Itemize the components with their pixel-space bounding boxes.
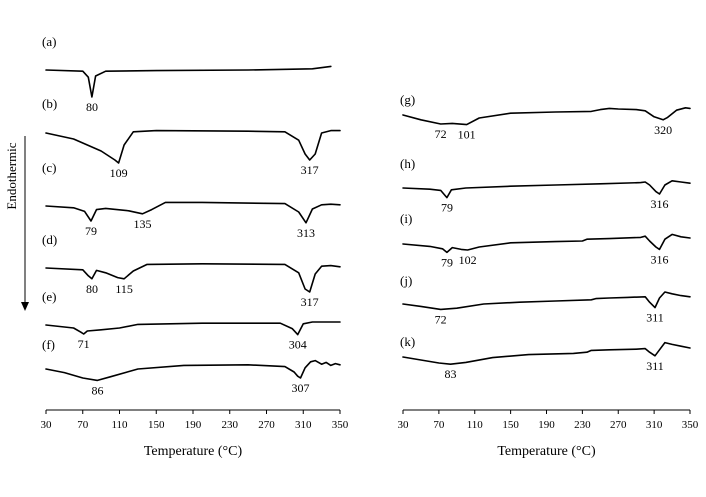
peak-label: 79 — [441, 201, 453, 215]
curve-label: (i) — [400, 211, 412, 226]
dsc-curve — [402, 233, 691, 254]
curve-label: (e) — [42, 289, 56, 304]
peak-label: 101 — [458, 128, 476, 142]
dsc-curve — [402, 341, 691, 365]
peak-label: 115 — [115, 282, 133, 296]
x-tick-label: 190 — [538, 419, 555, 431]
curve-label: (a) — [42, 34, 56, 49]
x-tick-label: 350 — [332, 419, 349, 431]
x-tick-label: 70 — [433, 419, 445, 431]
x-tick-label: 270 — [258, 419, 275, 431]
peak-label: 304 — [289, 338, 307, 352]
peak-label: 311 — [646, 311, 664, 325]
x-tick-label: 110 — [467, 419, 484, 431]
endothermic-arrow-head — [21, 302, 29, 311]
peak-label: 317 — [301, 295, 319, 309]
dsc-curve — [402, 180, 691, 199]
peak-label: 135 — [133, 217, 151, 231]
dsc-curve — [45, 201, 341, 224]
curve-label: (k) — [400, 334, 415, 349]
peak-label: 72 — [435, 127, 447, 141]
peak-label: 72 — [435, 312, 447, 326]
dsc-curve — [45, 359, 341, 382]
curve-label: (b) — [42, 96, 57, 111]
curve-label: (f) — [42, 337, 55, 352]
endothermic-indicator: Endothermic — [4, 136, 29, 311]
x-tick-label: 30 — [41, 419, 53, 431]
dsc-curve — [45, 65, 332, 98]
x-tick-label: 350 — [682, 419, 699, 431]
peak-label: 83 — [445, 367, 457, 381]
peak-label: 80 — [86, 282, 98, 296]
dsc-curve — [45, 129, 341, 164]
x-tick-label: 70 — [77, 419, 89, 431]
x-tick-label: 110 — [111, 419, 128, 431]
x-tick-label: 30 — [398, 419, 410, 431]
endothermic-label: Endothermic — [4, 142, 19, 209]
peak-label: 80 — [86, 100, 98, 114]
dsc-curve — [45, 263, 341, 293]
dsc-curve — [402, 107, 691, 126]
left-panel: 30 70 110 150 190 230 270 310 350 Temperature (°C… — [41, 34, 349, 459]
peak-label: 317 — [301, 163, 319, 177]
peak-label: 102 — [459, 253, 477, 267]
peak-label: 316 — [651, 197, 669, 211]
peak-label: 311 — [646, 359, 664, 373]
x-tick-label: 190 — [185, 419, 202, 431]
dsc-curve — [402, 291, 691, 311]
x-tick-label: 230 — [222, 419, 239, 431]
x-tick-label: 310 — [295, 419, 312, 431]
curve-label: (c) — [42, 160, 56, 175]
x-axis-title: Temperature (°C) — [144, 444, 243, 459]
peak-label: 109 — [110, 166, 128, 180]
curve-label: (h) — [400, 156, 415, 171]
x-tick-label: 150 — [148, 419, 165, 431]
peak-label: 86 — [91, 383, 103, 397]
curve-label: (j) — [400, 273, 412, 288]
peak-label: 79 — [85, 224, 97, 238]
peak-label: 79 — [441, 255, 453, 269]
x-tick-label: 310 — [646, 419, 663, 431]
peak-label: 316 — [651, 252, 669, 266]
x-tick-label: 150 — [502, 419, 519, 431]
peak-label: 307 — [291, 381, 309, 395]
peak-label: 313 — [297, 226, 315, 240]
x-tick-label: 270 — [610, 419, 627, 431]
x-axis-title: Temperature (°C) — [497, 444, 596, 459]
peak-label: 71 — [78, 337, 90, 351]
right-panel: 30 70 110 150 190 230 270 310 350 Temperature (°C… — [398, 92, 699, 459]
dsc-curve — [45, 321, 341, 336]
curve-label: (d) — [42, 232, 57, 247]
curve-label: (g) — [400, 92, 415, 107]
peak-label: 320 — [654, 123, 672, 137]
x-tick-label: 230 — [574, 419, 591, 431]
